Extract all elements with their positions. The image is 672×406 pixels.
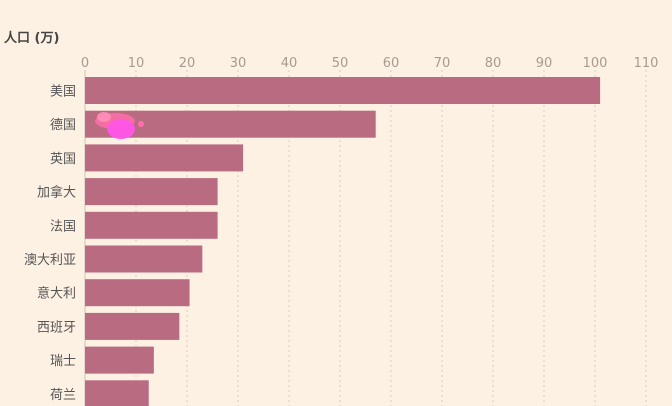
bar [85, 380, 149, 406]
category-label: 英国 [50, 152, 76, 167]
bar [85, 144, 244, 172]
bars [85, 77, 601, 406]
bar [85, 312, 180, 340]
x-tick-label: 110 [634, 56, 659, 71]
category-label: 意大利 [37, 286, 76, 302]
category-label: 德国 [50, 118, 76, 133]
category-label: 澳大利亚 [24, 252, 76, 268]
x-tick-label: 80 [485, 56, 502, 71]
bar [85, 211, 218, 239]
x-tick-label: 0 [81, 56, 89, 71]
category-label: 瑞士 [50, 354, 76, 369]
bar [85, 346, 154, 374]
x-tick-label: 90 [536, 56, 553, 71]
bar [85, 178, 218, 206]
x-tick-label: 70 [434, 56, 451, 71]
sticker-decoration [95, 112, 144, 139]
x-tick-label: 50 [332, 56, 349, 71]
x-tick-label: 20 [179, 56, 196, 71]
x-tick-label: 30 [230, 56, 247, 71]
x-tick-label: 10 [128, 56, 145, 71]
category-label: 西班牙 [37, 320, 76, 335]
category-label: 法国 [50, 219, 76, 234]
category-label: 加拿大 [37, 185, 76, 201]
axis-unit-label: 人口 (万) [4, 30, 59, 46]
x-tick-label: 60 [383, 56, 400, 71]
category-label: 荷兰 [50, 388, 76, 403]
x-tick-label: 40 [281, 56, 298, 71]
bar [85, 77, 601, 104]
bar [85, 245, 203, 273]
decorations [95, 112, 144, 139]
x-tick-label: 100 [583, 56, 608, 71]
category-label: 美国 [50, 85, 76, 100]
x-axis-ticks: 0 10 20 30 40 50 60 70 80 90 100 110 [81, 56, 659, 71]
bar [85, 279, 190, 307]
